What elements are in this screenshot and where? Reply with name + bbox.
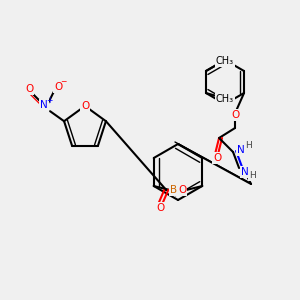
Text: O: O xyxy=(156,203,164,213)
Text: CH₃: CH₃ xyxy=(216,56,234,66)
Text: N: N xyxy=(237,145,245,155)
Text: O: O xyxy=(54,82,62,92)
Text: −: − xyxy=(60,77,66,86)
Text: N: N xyxy=(241,167,249,177)
Text: H: H xyxy=(249,172,255,181)
Text: +: + xyxy=(46,96,52,105)
Text: O: O xyxy=(25,84,33,94)
Text: H: H xyxy=(245,142,251,151)
Text: Br: Br xyxy=(170,185,182,195)
Text: O: O xyxy=(231,110,239,120)
Text: CH₃: CH₃ xyxy=(216,94,234,104)
Text: O: O xyxy=(213,153,221,163)
Text: O: O xyxy=(81,101,89,111)
Text: O: O xyxy=(178,185,186,195)
Text: N: N xyxy=(40,100,48,110)
